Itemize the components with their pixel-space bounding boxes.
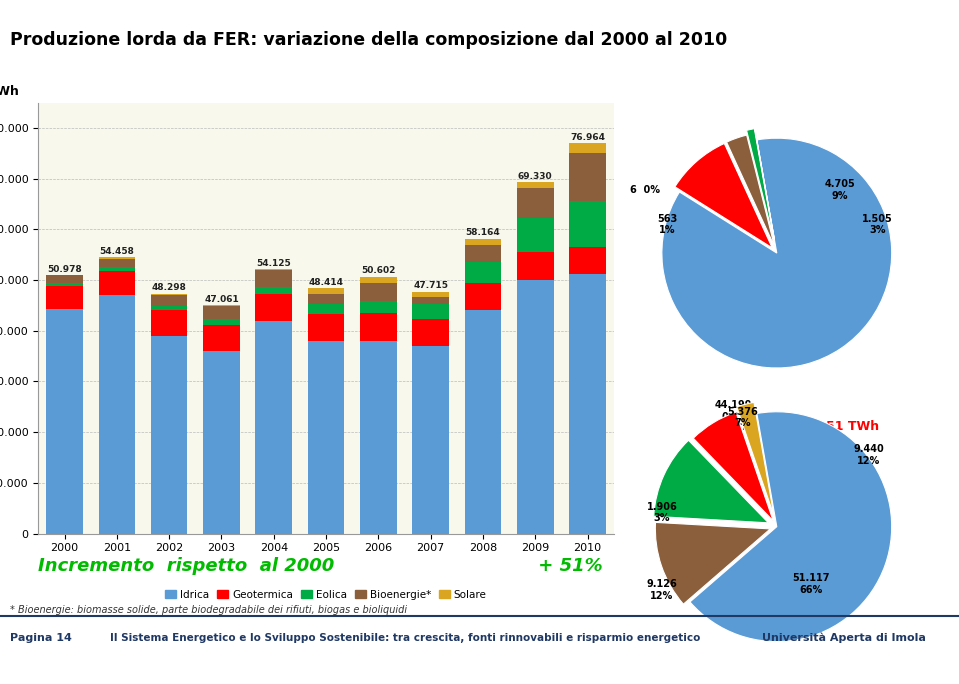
Text: 4.705
9%: 4.705 9% — [825, 179, 855, 200]
Bar — [308, 314, 344, 341]
Text: 54.458: 54.458 — [100, 247, 134, 256]
Text: 1.906
3%: 1.906 3% — [646, 501, 677, 523]
Text: * Bioenergie: biomasse solide, parte biodegradabile dei rifiuti, biogas e bioliq: * Bioenergie: biomasse solide, parte bio… — [10, 605, 407, 616]
Bar — [99, 257, 135, 259]
Bar — [308, 304, 344, 314]
Bar — [570, 274, 606, 534]
Bar — [465, 245, 502, 262]
Text: 47.715: 47.715 — [413, 281, 448, 290]
Bar — [308, 294, 344, 304]
Bar — [570, 247, 606, 274]
Text: 58.164: 58.164 — [466, 228, 501, 237]
Text: 9.440
12%: 9.440 12% — [854, 444, 884, 466]
Text: 51.117
66%: 51.117 66% — [792, 573, 830, 595]
Bar — [412, 319, 449, 346]
Wedge shape — [737, 402, 774, 516]
Bar — [203, 319, 240, 325]
Text: 47.061: 47.061 — [204, 295, 239, 304]
Bar — [465, 239, 502, 245]
Bar — [255, 287, 292, 294]
Bar — [151, 311, 187, 336]
Text: 44.199
0,87: 44.199 0,87 — [715, 400, 753, 422]
Bar — [360, 283, 397, 301]
Bar — [412, 346, 449, 534]
Wedge shape — [654, 440, 768, 523]
Text: 51 TWh: 51 TWh — [826, 420, 878, 433]
Bar — [151, 306, 187, 311]
Bar — [465, 262, 502, 283]
Bar — [255, 269, 292, 270]
Text: Università Aperta di Imola: Università Aperta di Imola — [762, 633, 926, 643]
Bar — [360, 341, 397, 534]
Bar — [151, 336, 187, 534]
Bar — [46, 286, 82, 309]
Bar — [517, 182, 553, 188]
Bar — [517, 188, 553, 218]
Wedge shape — [675, 144, 772, 248]
Bar — [255, 321, 292, 534]
Text: Il Sistema Energetico e lo Sviluppo Sostenibile: tra crescita, fonti rinnovabili: Il Sistema Energetico e lo Sviluppo Sost… — [110, 633, 701, 643]
Text: 69.330: 69.330 — [518, 172, 552, 181]
Bar — [412, 297, 449, 304]
Text: 9.126
12%: 9.126 12% — [646, 579, 677, 601]
Bar — [46, 275, 82, 282]
Bar — [570, 201, 606, 247]
Bar — [203, 351, 240, 534]
Bar — [570, 144, 606, 153]
Text: 76.964: 76.964 — [570, 133, 605, 142]
Bar — [151, 293, 187, 295]
Bar — [412, 304, 449, 319]
Bar — [412, 291, 449, 297]
Text: 1.505
3%: 1.505 3% — [862, 213, 893, 235]
Text: Anno 2000:: Anno 2000: — [719, 420, 804, 433]
Text: 563
1%: 563 1% — [658, 213, 678, 235]
Bar — [517, 218, 553, 252]
Bar — [308, 341, 344, 534]
Wedge shape — [690, 412, 892, 642]
Wedge shape — [746, 129, 775, 242]
Text: Produzione lorda da FER: variazione della composizione dal 2000 al 2010: Produzione lorda da FER: variazione dell… — [10, 31, 727, 49]
Bar — [255, 294, 292, 321]
Legend: Idrica, Geotermica, Eolica, Bioenergie*, Solare: Idrica, Geotermica, Eolica, Bioenergie*,… — [161, 586, 491, 604]
Text: 48.414: 48.414 — [309, 278, 343, 287]
Bar — [203, 305, 240, 306]
Wedge shape — [727, 135, 775, 246]
Bar — [465, 311, 502, 534]
Bar — [465, 283, 502, 311]
Bar — [360, 277, 397, 283]
Bar — [99, 267, 135, 271]
Wedge shape — [693, 412, 773, 521]
Text: GWh: GWh — [0, 86, 19, 98]
Wedge shape — [662, 138, 892, 368]
Bar — [46, 282, 82, 286]
Bar — [203, 306, 240, 319]
Text: 6  0%: 6 0% — [630, 185, 660, 195]
Text: + 51%: + 51% — [532, 557, 603, 575]
Bar — [151, 295, 187, 306]
Bar — [517, 252, 553, 280]
Bar — [46, 309, 82, 534]
Bar — [203, 325, 240, 351]
Text: 5.376
7%: 5.376 7% — [727, 407, 758, 428]
Bar — [99, 295, 135, 534]
Bar — [255, 270, 292, 287]
Bar — [517, 280, 553, 534]
Bar — [360, 313, 397, 341]
Bar — [99, 259, 135, 267]
Text: 50.978: 50.978 — [47, 265, 82, 274]
Text: 48.298: 48.298 — [152, 283, 187, 292]
Text: 54.125: 54.125 — [256, 259, 292, 267]
Wedge shape — [655, 523, 770, 604]
Text: Pagina 14: Pagina 14 — [10, 633, 72, 643]
Text: 50.602: 50.602 — [362, 267, 395, 276]
Wedge shape — [755, 127, 774, 239]
Bar — [360, 301, 397, 313]
Text: Incremento  rispetto  al 2000: Incremento rispetto al 2000 — [38, 557, 335, 575]
Bar — [308, 288, 344, 294]
Bar — [99, 271, 135, 295]
Bar — [570, 153, 606, 201]
